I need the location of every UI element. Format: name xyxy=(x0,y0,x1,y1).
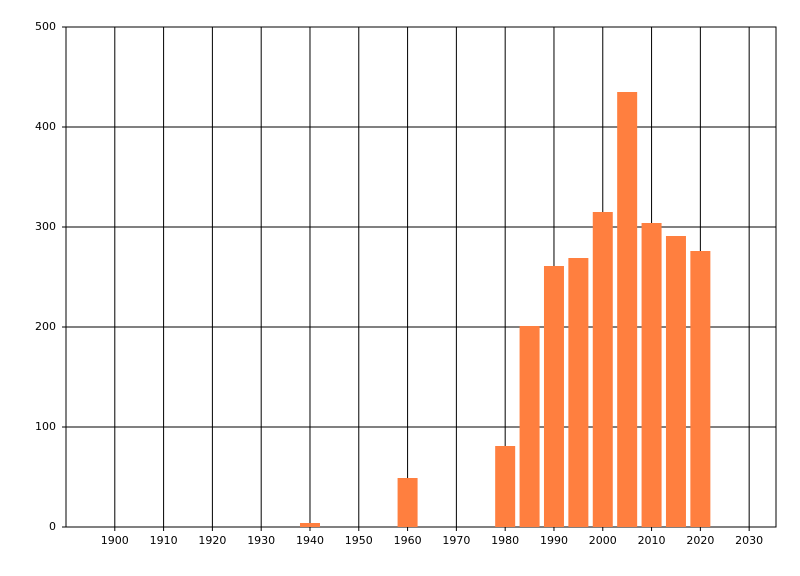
x-tick-label: 2000 xyxy=(589,534,617,547)
bar xyxy=(299,523,320,527)
x-tick-label: 1990 xyxy=(540,534,568,547)
bar xyxy=(592,212,613,527)
x-tick-label: 1900 xyxy=(101,534,129,547)
bar xyxy=(519,326,540,527)
x-tick-label: 1910 xyxy=(150,534,178,547)
bar xyxy=(397,478,418,527)
bar xyxy=(543,266,564,527)
y-tick-label: 100 xyxy=(35,420,56,433)
x-tick-label: 1960 xyxy=(394,534,422,547)
x-tick-label: 2010 xyxy=(638,534,666,547)
x-tick-label: 1980 xyxy=(491,534,519,547)
bar xyxy=(641,223,662,527)
y-tick-label: 0 xyxy=(49,520,56,533)
x-tick-label: 1930 xyxy=(247,534,275,547)
x-tick-label: 1950 xyxy=(345,534,373,547)
x-tick-label: 1920 xyxy=(198,534,226,547)
y-tick-label: 400 xyxy=(35,120,56,133)
x-tick-label: 2020 xyxy=(686,534,714,547)
y-tick-label: 300 xyxy=(35,220,56,233)
bar xyxy=(617,92,638,527)
y-tick-label: 200 xyxy=(35,320,56,333)
x-tick-label: 2030 xyxy=(735,534,763,547)
x-tick-label: 1970 xyxy=(442,534,470,547)
bar xyxy=(690,251,711,527)
x-tick-label: 1940 xyxy=(296,534,324,547)
y-tick-label: 500 xyxy=(35,20,56,33)
bar xyxy=(495,446,516,527)
bar xyxy=(568,258,589,527)
bar xyxy=(665,236,686,527)
